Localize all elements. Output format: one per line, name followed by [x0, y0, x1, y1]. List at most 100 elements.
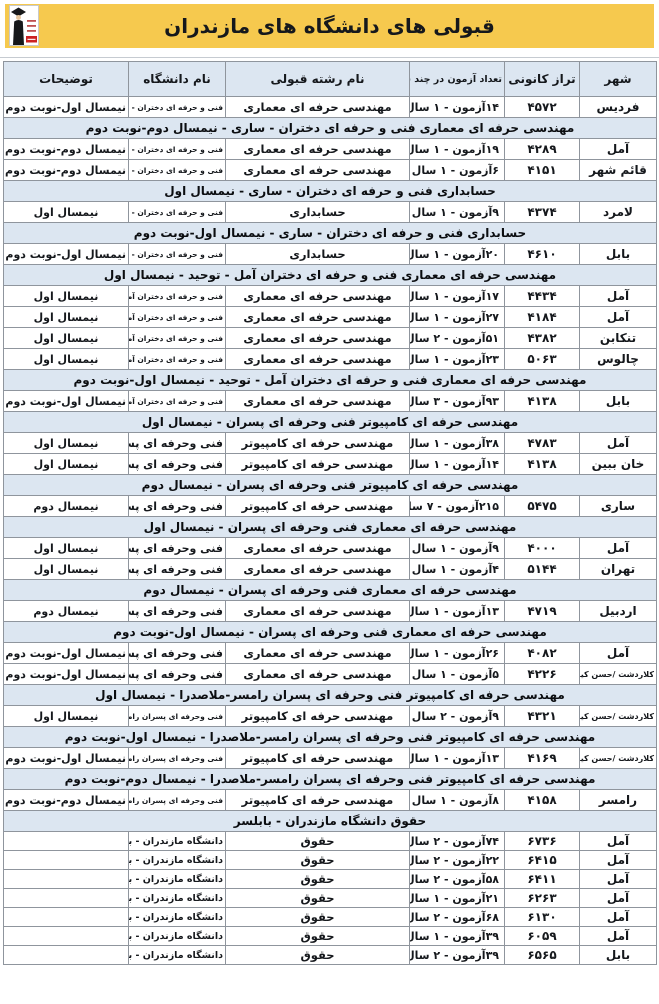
university-cell: دانشگاه مازندران - بابلسر — [128, 888, 226, 908]
column-header-4: نام دانشگاه — [128, 61, 226, 97]
data-row: کلاردشت /حسن کیف۴۱۶۹۱۳آزمون - ۱ سالمهندس… — [3, 747, 657, 769]
note-cell — [3, 869, 129, 889]
exams-cell: ۱۹آزمون - ۱ سال — [409, 138, 505, 160]
section-row: مهندسی حرفه ای معماری فنی و حرفه ای دختر… — [3, 369, 657, 391]
note-cell: نیمسال اول-نوبت دوم — [3, 747, 129, 769]
column-header-5: توضیحات — [3, 61, 129, 97]
university-cell: فنی وحرفه ای پسران — [128, 642, 226, 664]
major-cell: مهندسی حرفه ای کامپیوتر — [225, 747, 410, 769]
city-cell: اردبیل — [579, 600, 657, 622]
note-cell: نیمسال اول — [3, 432, 129, 454]
note-cell — [3, 888, 129, 908]
score-cell: ۴۱۵۸ — [504, 789, 580, 811]
score-cell: ۴۱۵۱ — [504, 159, 580, 181]
major-cell: مهندسی حرفه ای معماری — [225, 96, 410, 118]
exams-cell: ۹۳آزمون - ۳ سال — [409, 390, 505, 412]
section-row: مهندسی حرفه ای معماری فنی وحرفه ای پسران… — [3, 621, 657, 643]
note-cell: نیمسال اول — [3, 558, 129, 580]
section-label: مهندسی حرفه ای معماری فنی وحرفه ای پسران… — [3, 579, 657, 601]
score-cell: ۴۱۳۸ — [504, 390, 580, 412]
city-cell: آمل — [579, 869, 657, 889]
note-cell: نیمسال اول — [3, 453, 129, 475]
major-cell: مهندسی حرفه ای معماری — [225, 327, 410, 349]
section-row: حسابداری فنی و حرفه ای دختران - ساری - ن… — [3, 180, 657, 202]
university-cell: فنی وحرفه ای پسران — [128, 537, 226, 559]
university-cell: دانشگاه مازندران - بابلسر — [128, 926, 226, 946]
university-cell: فنی وحرفه ای پسران رامسر-ملاصدرا — [128, 789, 226, 811]
major-cell: حقوق — [225, 907, 410, 927]
score-cell: ۴۳۷۴ — [504, 201, 580, 223]
note-cell: نیمسال اول-نوبت دوم — [3, 663, 129, 685]
major-cell: مهندسی حرفه ای معماری — [225, 306, 410, 328]
section-label: حقوق دانشگاه مازندران - بابلسر — [3, 810, 657, 832]
column-header-3: نام رشته قبولی — [225, 61, 410, 97]
section-label: مهندسی حرفه ای کامپیوتر فنی وحرفه ای پسر… — [3, 411, 657, 433]
university-cell: دانشگاه مازندران - بابلسر — [128, 850, 226, 870]
exams-cell: ۲۶آزمون - ۱ سال — [409, 642, 505, 664]
score-cell: ۶۵۶۵ — [504, 945, 580, 965]
data-row: رامسر ۴۱۵۸ ۸آزمون - ۱ سال مهندسی حرفه ای کا… — [3, 789, 657, 811]
exams-cell: ۲۳آزمون - ۱ سال — [409, 348, 505, 370]
city-cell: تنکابن — [579, 327, 657, 349]
major-cell: حقوق — [225, 926, 410, 946]
divider-line — [0, 57, 659, 58]
university-cell: فنی وحرفه ای پسران — [128, 432, 226, 454]
exams-cell: ۳۹آزمون - ۲ سال — [409, 945, 505, 965]
university-cell: فنی و حرفه ای دختران - ساری — [128, 159, 226, 181]
city-cell: قائم شهر — [579, 159, 657, 181]
note-cell: نیمسال اول-نوبت دوم — [3, 642, 129, 664]
city-cell: کلاردشت /حسن کیف — [579, 663, 657, 685]
section-row: حسابداری فنی و حرفه ای دختران - ساری - ن… — [3, 222, 657, 244]
major-cell: مهندسی حرفه ای کامپیوتر — [225, 705, 410, 727]
section-label: مهندسی حرفه ای کامپیوتر فنی وحرفه ای پسر… — [3, 726, 657, 748]
major-cell: مهندسی حرفه ای کامپیوتر — [225, 453, 410, 475]
city-cell: آمل — [579, 285, 657, 307]
data-row: قائم شهر ۴۱۵۱ ۶آزمون - ۱ سال مهندسی حرفه ای… — [3, 159, 657, 181]
note-cell: نیمسال اول-نوبت دوم — [3, 96, 129, 118]
major-cell: مهندسی حرفه ای معماری — [225, 348, 410, 370]
exams-cell: ۱۳آزمون - ۱ سال — [409, 600, 505, 622]
page-title: قبولی های دانشگاه های مازندران — [164, 14, 495, 38]
exams-cell: ۵۸آزمون - ۲ سال — [409, 869, 505, 889]
score-cell: ۴۴۳۴ — [504, 285, 580, 307]
score-cell: ۴۷۱۹ — [504, 600, 580, 622]
major-cell: حقوق — [225, 945, 410, 965]
score-cell: ۵۰۶۳ — [504, 348, 580, 370]
major-cell: حسابداری — [225, 201, 410, 223]
column-header-1: تراز کانونی — [504, 61, 580, 97]
score-cell: ۵۴۷۵ — [504, 495, 580, 517]
section-label: مهندسی حرفه ای معماری فنی و حرفه ای دختر… — [3, 117, 657, 139]
university-cell: فنی وحرفه ای پسران رامسر-ملاصدرا — [128, 747, 226, 769]
section-label: مهندسی حرفه ای کامپیوتر فنی وحرفه ای پسر… — [3, 474, 657, 496]
exams-cell: ۸آزمون - ۱ سال — [409, 789, 505, 811]
title-bar: قبولی های دانشگاه های مازندران — [5, 4, 654, 48]
data-row: کلاردشت /حسن کیف۴۳۲۱۹آزمون - ۲ سالمهندسی… — [3, 705, 657, 727]
city-cell: آمل — [579, 926, 657, 946]
major-cell: مهندسی حرفه ای معماری — [225, 558, 410, 580]
university-cell: فنی و حرفه ای دختران - ساری — [128, 96, 226, 118]
university-cell: فنی و حرفه ای دختران آمل - توحید — [128, 390, 226, 412]
note-cell: نیمسال دوم-نوبت دوم — [3, 138, 129, 160]
score-cell: ۶۴۱۵ — [504, 850, 580, 870]
university-cell: دانشگاه مازندران - بابلسر — [128, 945, 226, 965]
note-cell: نیمسال اول-نوبت دوم — [3, 243, 129, 265]
score-cell: ۴۱۸۴ — [504, 306, 580, 328]
major-cell: مهندسی حرفه ای معماری — [225, 600, 410, 622]
exams-cell: ۲۱۵آزمون - ۷ سال — [409, 495, 505, 517]
city-cell: آمل — [579, 888, 657, 908]
exams-cell: ۲۱آزمون - ۱ سال — [409, 888, 505, 908]
major-cell: حقوق — [225, 869, 410, 889]
data-row: آمل ۴۰۰۰ ۹آزمون - ۱ سال مهندسی حرفه ای معما… — [3, 537, 657, 559]
major-cell: مهندسی حرفه ای معماری — [225, 159, 410, 181]
score-cell: ۶۲۶۳ — [504, 888, 580, 908]
score-cell: ۶۱۳۰ — [504, 907, 580, 927]
